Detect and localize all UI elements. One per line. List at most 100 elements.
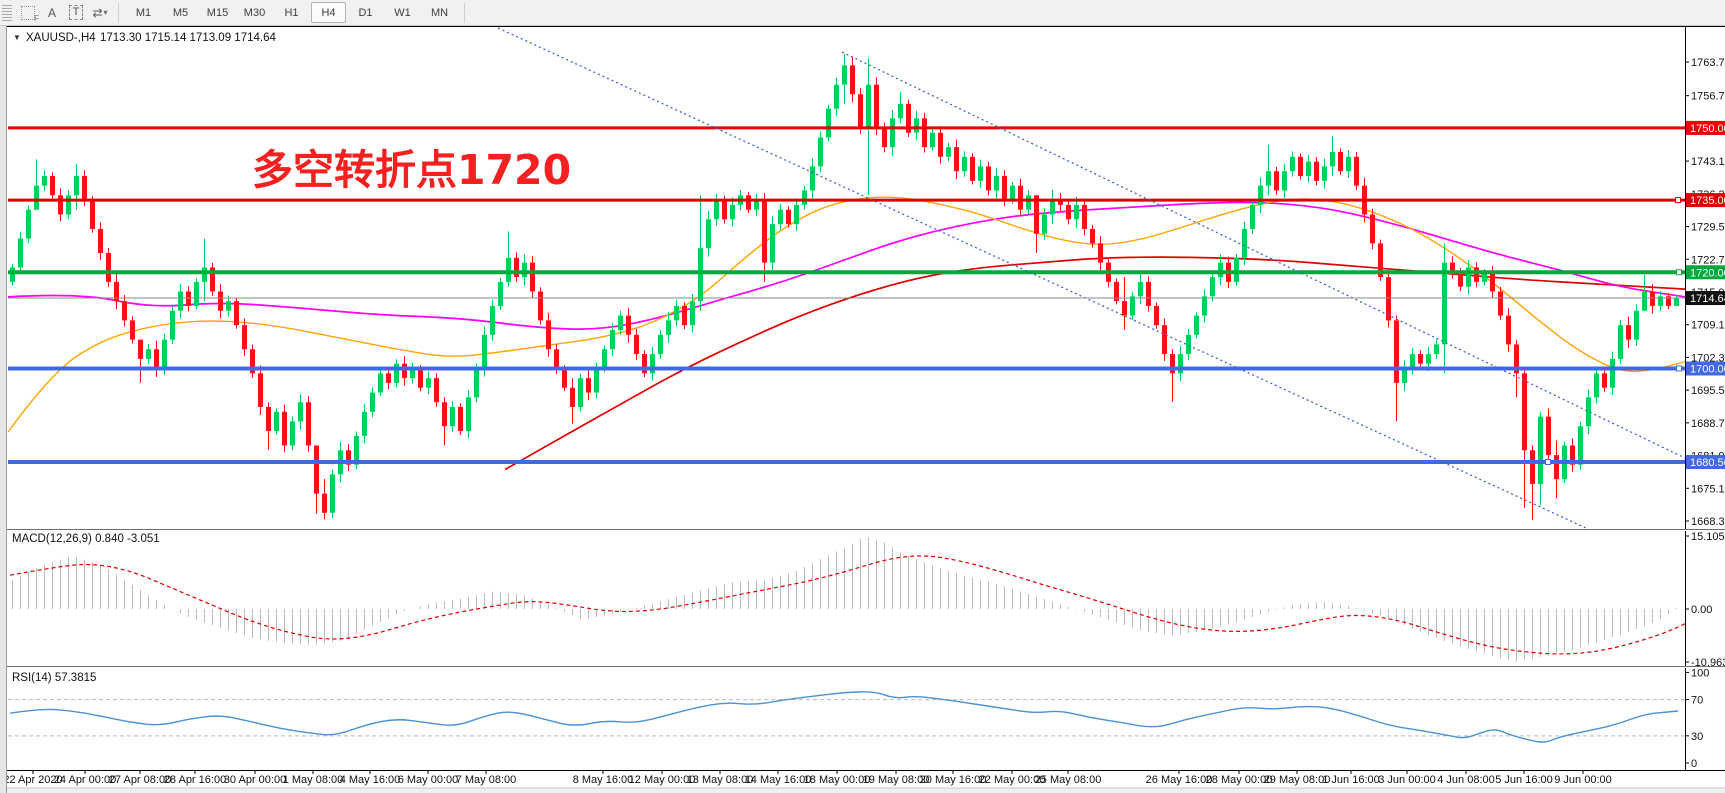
candle-body xyxy=(474,368,479,398)
price-tick-label: 1668.30 xyxy=(1691,516,1725,528)
descending-trendline-long[interactable] xyxy=(497,27,1587,529)
candle-body xyxy=(810,166,815,191)
line-price-label: 1735.00 xyxy=(1690,195,1725,207)
ohlc-readout: 1713.30 1715.14 1713.09 1714.64 xyxy=(100,32,276,44)
candle-body xyxy=(978,166,983,181)
time-axis-label: 22 Apr 2020 xyxy=(3,774,62,786)
candle-body xyxy=(1578,426,1583,465)
candle-body xyxy=(1498,291,1503,316)
time-axis-label: 26 May 16:00 xyxy=(1146,774,1213,786)
candle-body xyxy=(1274,171,1279,191)
macd-scale-label: -10.963 xyxy=(1691,657,1725,669)
candle-body xyxy=(218,291,223,311)
candle-body xyxy=(1010,185,1015,201)
candle-body xyxy=(1130,296,1135,316)
candle-body xyxy=(794,204,799,225)
current-price-label: 1714.64 xyxy=(1690,293,1725,305)
candle-body xyxy=(90,200,95,229)
chart-collapse-icon[interactable]: ▼ xyxy=(13,33,21,42)
price-tick-label: 1756.70 xyxy=(1691,91,1725,103)
candle-body xyxy=(1298,156,1303,177)
candle-body xyxy=(890,118,895,148)
candle-body xyxy=(578,378,583,407)
candle-body xyxy=(1346,156,1351,172)
candle-body xyxy=(1618,325,1623,359)
ma-orange-line xyxy=(7,196,1686,433)
ma-magenta-line xyxy=(7,201,1686,331)
line-drag-handle[interactable] xyxy=(1545,459,1551,466)
rsi-scale-label: 70 xyxy=(1691,695,1703,707)
line-price-label: 1680.56 xyxy=(1690,457,1725,469)
line-price-label: 1700.00 xyxy=(1690,363,1725,375)
toolbar-drag-handle[interactable] xyxy=(2,4,12,21)
line-drag-handle[interactable] xyxy=(1675,197,1681,204)
timeframe-m30-button[interactable]: M30 xyxy=(243,6,266,19)
toolbar-separator xyxy=(118,2,119,23)
candle-body xyxy=(1202,296,1207,316)
candle-body xyxy=(786,209,791,225)
candle-body xyxy=(1186,334,1191,355)
candle-body xyxy=(306,402,311,446)
rsi-scale-label: 100 xyxy=(1691,667,1709,679)
candle-body xyxy=(1074,204,1079,220)
candle-body xyxy=(370,392,375,412)
candle-body xyxy=(994,176,999,191)
candle-body xyxy=(754,200,759,210)
annotation-text[interactable]: 多空转折点1720 xyxy=(252,146,571,194)
descending-trendline-from-peak[interactable] xyxy=(841,51,1686,459)
timeframe-h4-button[interactable]: H4 xyxy=(311,2,346,23)
line-drag-handle[interactable] xyxy=(1676,365,1682,372)
text-label-icon[interactable]: A xyxy=(47,5,56,20)
candle-body xyxy=(1586,397,1591,427)
timeframe-d1-button[interactable]: D1 xyxy=(358,6,373,19)
candle-body xyxy=(1426,354,1431,364)
candle-body xyxy=(266,406,271,432)
time-axis-label: 1 May 08:00 xyxy=(283,774,344,786)
time-axis-label: 28 May 00:00 xyxy=(1206,774,1273,786)
candle-body xyxy=(746,195,751,210)
timeframe-mn-button[interactable]: MN xyxy=(430,6,449,19)
candle-body xyxy=(690,301,695,326)
toolbar-separator xyxy=(464,2,465,23)
chart-grid-f-icon[interactable]: F xyxy=(17,3,39,23)
candle-body xyxy=(34,185,39,210)
candle-body xyxy=(346,450,351,465)
candle-body xyxy=(490,305,495,335)
timeframe-m1-button[interactable]: M1 xyxy=(135,6,152,19)
candle-body xyxy=(250,349,255,374)
candle-body xyxy=(634,334,639,355)
candle-body xyxy=(122,301,127,321)
candle-body xyxy=(298,402,303,422)
candle-body xyxy=(674,305,679,321)
line-drag-handle[interactable] xyxy=(1676,269,1682,276)
text-box-icon[interactable]: T xyxy=(65,3,87,23)
time-axis-label: 19 May 08:00 xyxy=(863,774,930,786)
timeframe-m15-button[interactable]: M15 xyxy=(206,6,229,19)
time-axis-label: 20 May 16:00 xyxy=(920,774,987,786)
candle-body xyxy=(1258,185,1263,205)
candle-body xyxy=(1394,320,1399,383)
candle-body xyxy=(602,349,607,369)
candle-body xyxy=(594,368,599,393)
timeframe-m5-button[interactable]: M5 xyxy=(172,6,189,19)
candle-body xyxy=(1418,354,1423,364)
arrow-tools-icon[interactable]: ⇄ ▾ xyxy=(92,5,108,20)
candle-body xyxy=(802,190,807,205)
candle-body xyxy=(1218,262,1223,278)
candle-body xyxy=(762,200,767,263)
candle-body xyxy=(1122,301,1127,316)
candle-body xyxy=(498,281,503,306)
candle-body xyxy=(1490,272,1495,292)
candle-body xyxy=(1250,204,1255,229)
timeframe-w1-button[interactable]: W1 xyxy=(394,6,411,19)
timeframe-h1-button[interactable]: H1 xyxy=(284,6,299,19)
line-price-label-box xyxy=(1686,265,1725,280)
candle-body xyxy=(1114,281,1119,302)
macd-signal-line xyxy=(9,555,1686,655)
candle-body xyxy=(394,363,399,383)
candle-body xyxy=(1290,156,1295,172)
candle-body xyxy=(1378,243,1383,278)
time-axis-label: 8 May 16:00 xyxy=(573,774,634,786)
macd-scale-label: 0.00 xyxy=(1691,604,1712,616)
candle-body xyxy=(58,195,63,215)
